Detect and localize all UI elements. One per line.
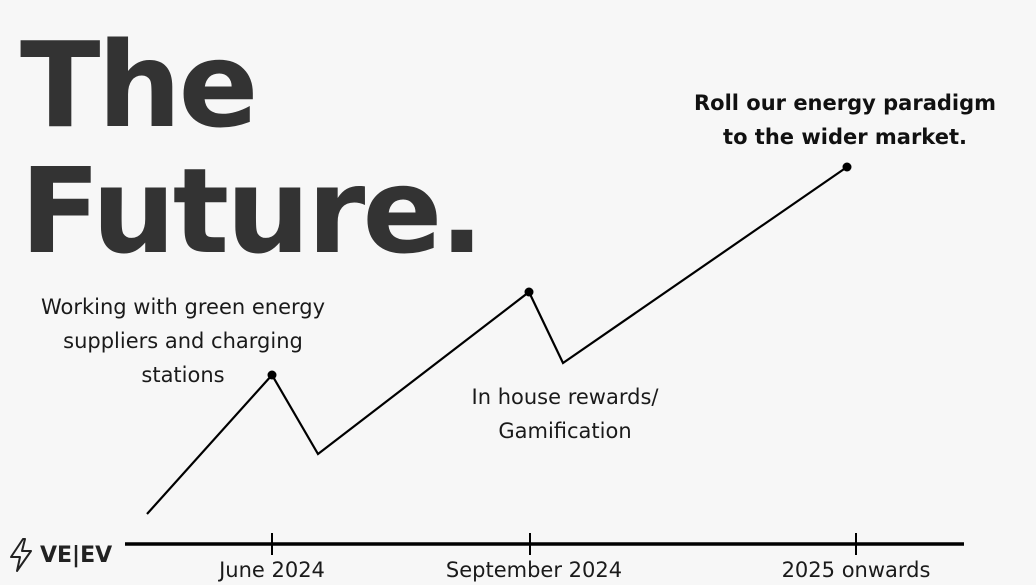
milestone-dot-2 <box>524 287 534 297</box>
title-line-2: Future. <box>20 142 484 280</box>
page-title: The Future. <box>20 16 484 280</box>
brand-logo: VE|EV <box>8 535 112 575</box>
milestone-dot-3 <box>842 162 852 172</box>
timeline-date-2: September 2024 <box>445 558 623 582</box>
brand-logo-text: VE|EV <box>40 542 113 568</box>
title-line-1: The <box>20 16 259 154</box>
lightning-bolt-icon <box>10 538 32 572</box>
milestone-dot-1 <box>267 370 277 380</box>
timeline-date-1: June 2024 <box>219 558 325 582</box>
growth-line <box>146 166 848 515</box>
milestone-label-1: Working with green energy suppliers and … <box>40 295 326 387</box>
milestone-label-3: Roll our energy paradigm to the wider ma… <box>693 91 997 149</box>
milestone-label-2: In house rewards/ Gamification <box>471 385 659 443</box>
timeline-date-3: 2025 onwards <box>781 558 931 582</box>
